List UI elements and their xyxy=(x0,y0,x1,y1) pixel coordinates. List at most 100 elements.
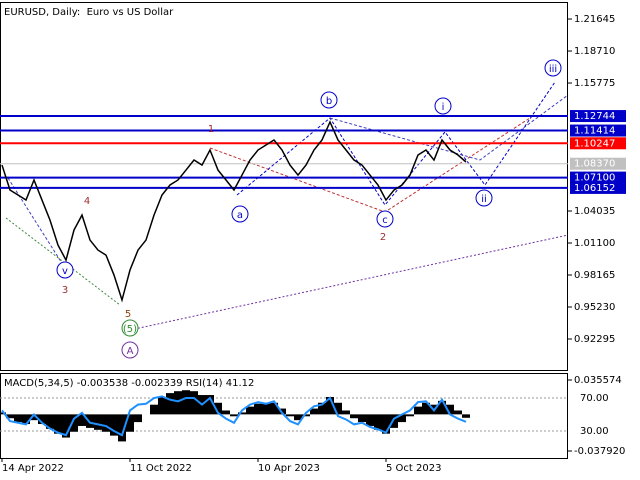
wave-label: v xyxy=(62,266,68,277)
macd-bar xyxy=(206,395,214,415)
macd-bar xyxy=(254,403,262,415)
macd-bar xyxy=(422,402,430,415)
macd-bar xyxy=(326,396,334,415)
macd-bar xyxy=(158,396,166,415)
wave-label: i xyxy=(442,102,445,113)
macd-bar xyxy=(150,404,158,415)
y-tick-label: 0.95230 xyxy=(574,302,615,313)
macd-bar xyxy=(310,408,318,415)
macd-bar xyxy=(414,406,422,415)
y-tick-label: 1.01100 xyxy=(574,238,615,249)
macd-bar xyxy=(78,414,86,426)
price-label-box xyxy=(570,110,626,123)
macd-bar xyxy=(118,414,126,442)
wave-label-circle xyxy=(231,205,249,223)
x-tick-label: 11 Oct 2022 xyxy=(130,463,192,474)
macd-bar xyxy=(270,402,278,415)
macd-bar xyxy=(382,414,390,434)
wave-label-circle xyxy=(121,319,139,337)
macd-bar xyxy=(294,414,302,421)
y-tick-label: 0.035574 xyxy=(574,375,622,386)
wave-label: c xyxy=(382,215,388,226)
price-line xyxy=(1,120,467,303)
price-label-box xyxy=(570,157,626,170)
macd-bar xyxy=(238,412,246,415)
wave-label: 2 xyxy=(380,232,386,243)
macd-bar xyxy=(222,410,230,415)
price-label: 1.10247 xyxy=(574,138,615,149)
rsi-line xyxy=(1,395,467,437)
wave-label: A xyxy=(127,346,134,357)
wave-label-circle xyxy=(56,261,74,279)
macd-bar xyxy=(350,414,358,419)
macd-bar xyxy=(46,414,54,429)
wave-label: 1 xyxy=(208,124,214,135)
price-label-box xyxy=(570,181,626,194)
macd-bar xyxy=(30,414,38,421)
macd-bar xyxy=(22,414,30,425)
price-label: 1.06152 xyxy=(574,183,615,194)
wave-label: b xyxy=(326,96,332,107)
macd-bar xyxy=(166,393,174,415)
indicator-panel xyxy=(0,373,568,459)
x-tick-label: 5 Oct 2023 xyxy=(386,463,441,474)
y2-tick-label: 30.00 xyxy=(580,426,609,437)
macd-bar xyxy=(6,414,14,419)
y-tick-label: 0.92295 xyxy=(574,334,615,345)
wave-label-circle xyxy=(475,189,493,207)
macd-bar xyxy=(454,410,462,415)
macd-bar xyxy=(110,414,118,436)
macd-bar xyxy=(374,414,382,430)
macd-bar xyxy=(286,414,294,417)
y-tick-label: 1.21645 xyxy=(574,14,615,25)
macd-bar xyxy=(390,414,398,428)
macd-bar xyxy=(38,414,46,425)
wave-label: ii xyxy=(481,194,487,205)
macd-bar xyxy=(358,414,366,423)
macd-bar xyxy=(214,402,222,415)
macd-bar xyxy=(230,414,238,417)
macd-bar xyxy=(462,414,470,418)
macd-bar xyxy=(342,410,350,415)
wave-label: a xyxy=(237,210,243,221)
wave-label-circle xyxy=(320,91,338,109)
wave-label: (5) xyxy=(123,324,137,335)
macd-bar xyxy=(406,414,414,417)
wave-label-circle xyxy=(121,341,139,359)
y-tick-label: -0.037920 xyxy=(574,446,625,457)
macd-bar xyxy=(446,404,454,415)
macd-bar xyxy=(134,414,142,423)
wave-label: 3 xyxy=(62,285,68,296)
macd-bar xyxy=(398,414,406,423)
wave-line xyxy=(7,177,66,269)
macd-bar xyxy=(70,414,78,432)
macd-bar xyxy=(246,406,254,415)
wave-label: 5 xyxy=(125,309,131,320)
price-label: 1.08370 xyxy=(574,159,615,170)
y-tick-label: 1.18710 xyxy=(574,46,615,57)
macd-bar xyxy=(302,414,310,417)
x-tick-label: 10 Apr 2023 xyxy=(258,463,320,474)
y-tick-label: 1.15775 xyxy=(574,78,615,89)
macd-bar xyxy=(174,391,182,415)
y-tick-label: 1.04035 xyxy=(574,206,615,217)
price-label-box xyxy=(570,124,626,137)
macd-bar xyxy=(14,414,22,423)
price-label: 1.12744 xyxy=(574,111,615,122)
price-label-box xyxy=(570,137,626,150)
wave-line xyxy=(129,234,569,331)
macd-bar xyxy=(366,414,374,426)
price-label: 1.07100 xyxy=(574,173,615,184)
price-label-box xyxy=(570,171,626,184)
price-label: 1.11414 xyxy=(574,126,615,137)
x-tick-label: 14 Apr 2022 xyxy=(2,463,64,474)
wave-line xyxy=(329,94,569,161)
chart-title: EURUSD, Daily: Euro vs US Dollar xyxy=(4,7,174,18)
macd-bar xyxy=(334,402,342,415)
macd-bar xyxy=(438,400,446,415)
indicator-title: MACD(5,34,5) -0.003538 -0.002339 RSI(14)… xyxy=(4,378,254,389)
macd-bar xyxy=(54,414,62,434)
macd-bar xyxy=(190,391,198,415)
price-panel xyxy=(0,2,568,371)
